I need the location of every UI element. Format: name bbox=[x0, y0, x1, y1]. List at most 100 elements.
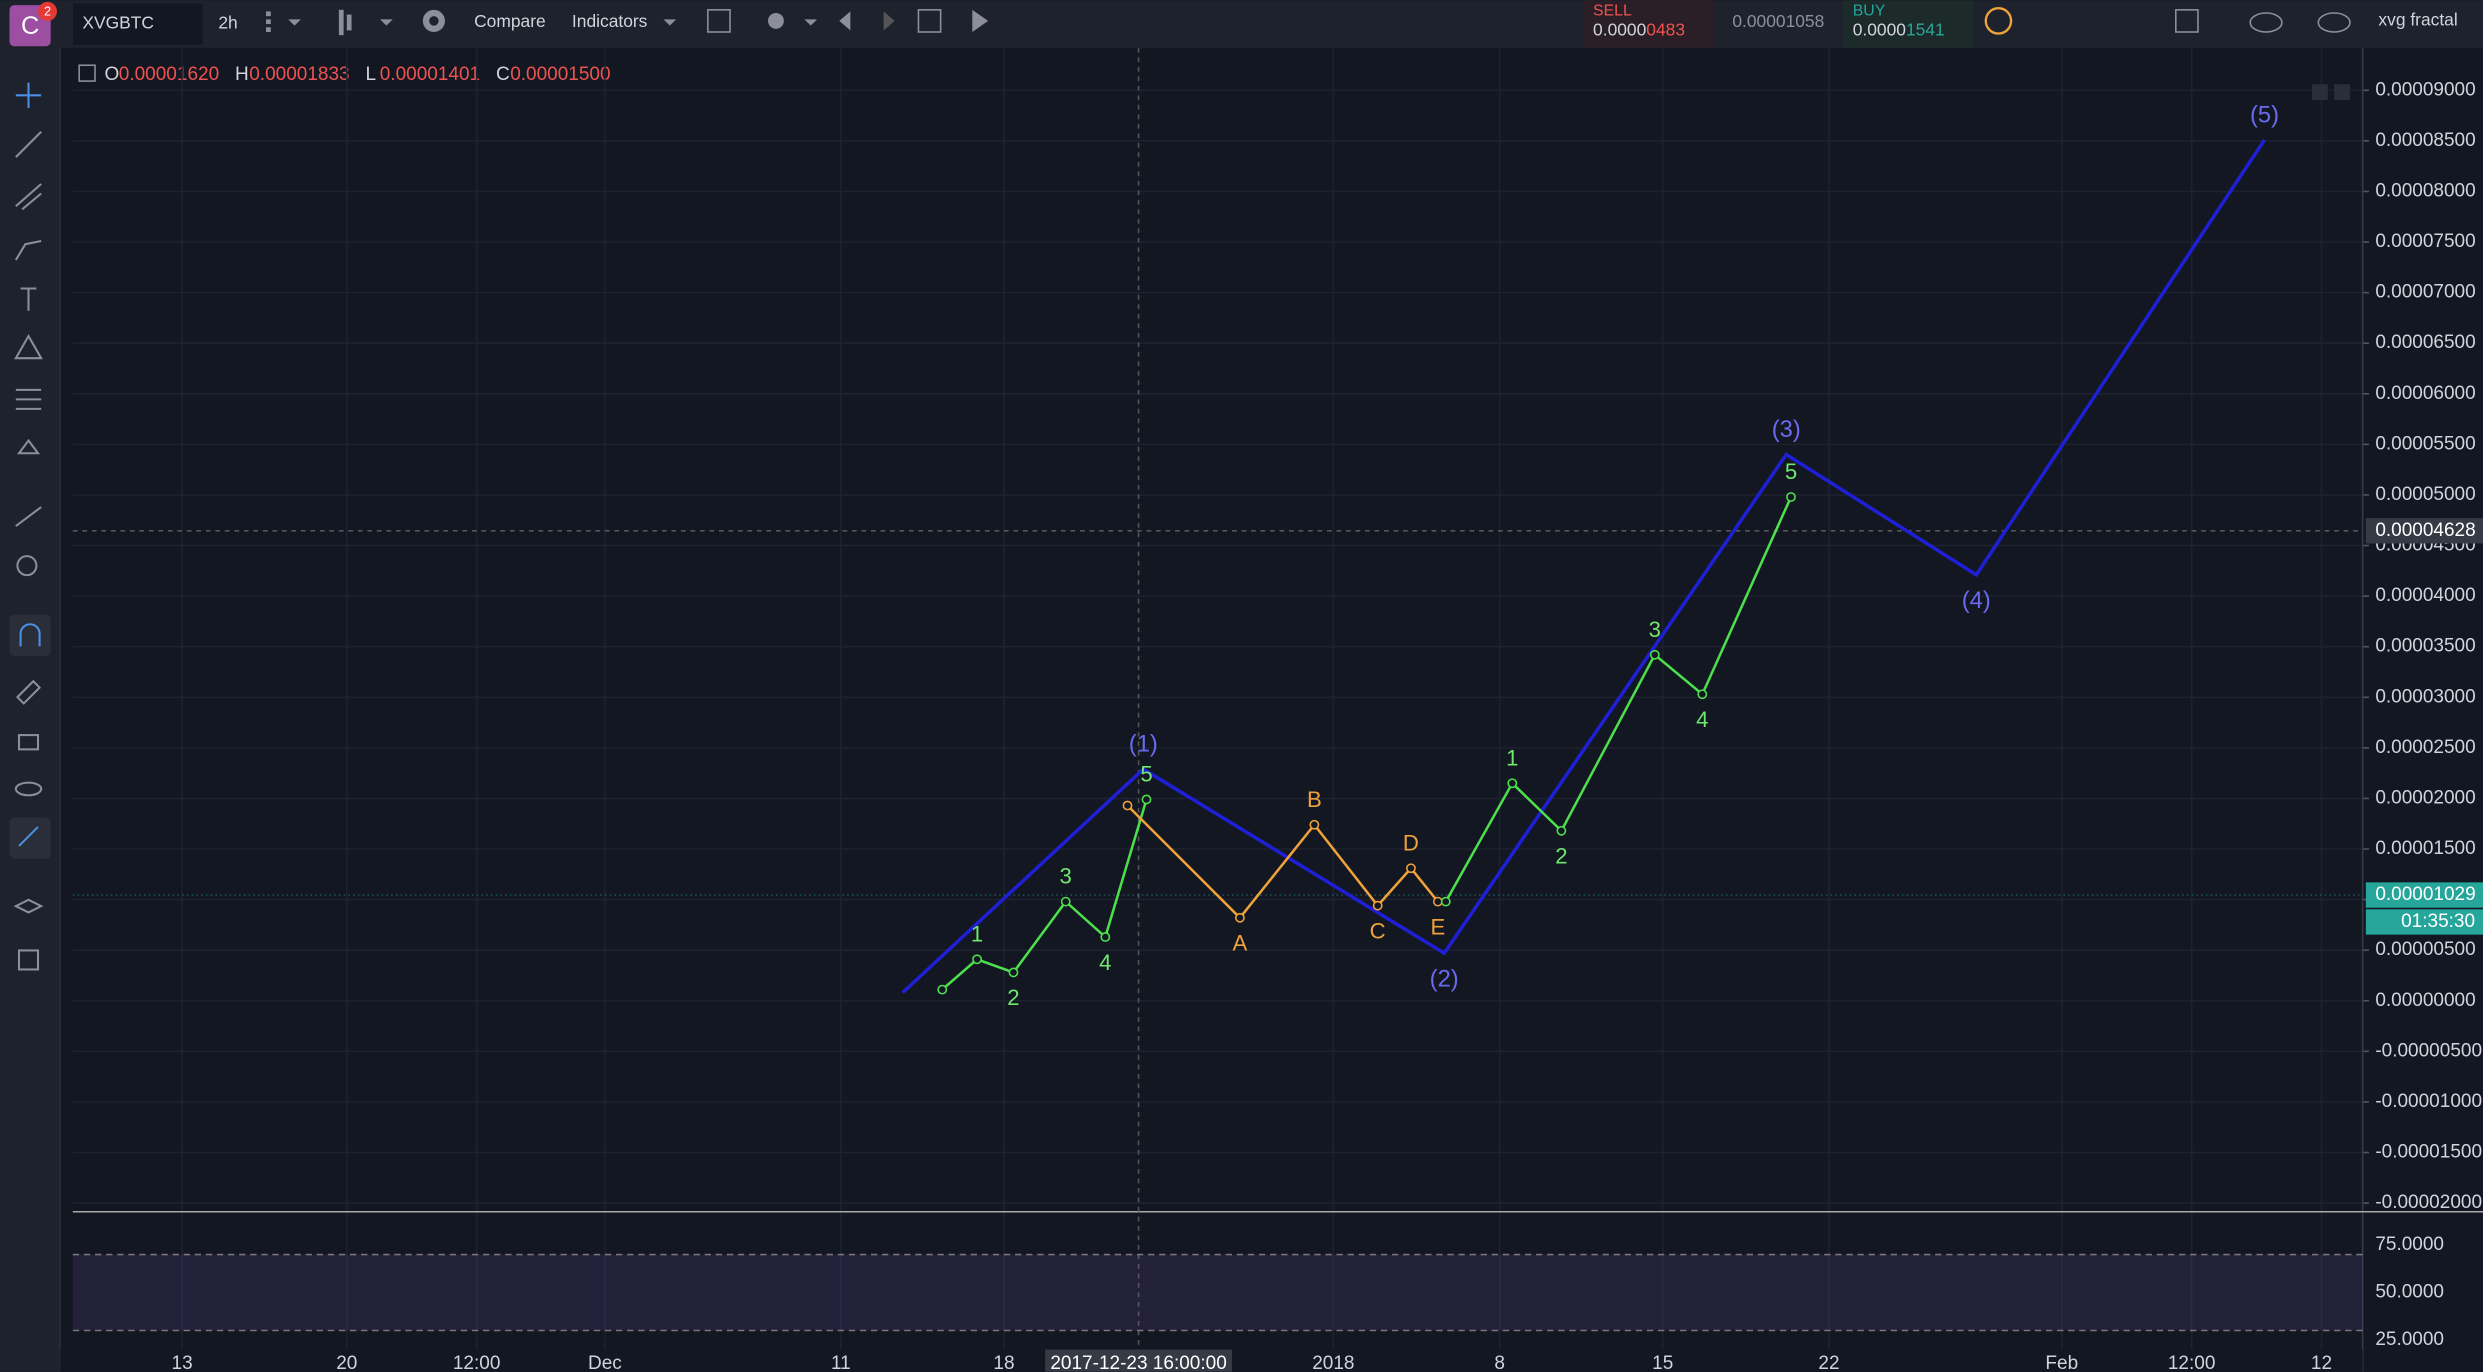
badge-text: 2 bbox=[44, 5, 51, 19]
rsi-tick-label: 50.0000 bbox=[2375, 1282, 2444, 1303]
x-tick-label: 13 bbox=[172, 1353, 193, 1372]
buy-price-pip: 1541 bbox=[1906, 19, 1945, 39]
wave-line bbox=[941, 799, 1148, 991]
wave-point bbox=[1060, 896, 1071, 907]
sell-box[interactable] bbox=[1583, 0, 1714, 48]
legend-value: 0.00001500 bbox=[510, 64, 610, 85]
crosshair-price: 0.00004628 bbox=[2375, 520, 2475, 541]
wave-label: 4 bbox=[1099, 950, 1111, 975]
drawing-tools[interactable] bbox=[9, 82, 51, 971]
sell-price-main: 0.0000 bbox=[1593, 19, 1646, 39]
x-tick-label: 2018 bbox=[1312, 1353, 1354, 1372]
crosshair-time-tag bbox=[1045, 1349, 1232, 1372]
last-price: 0.00001029 bbox=[2375, 884, 2475, 905]
y-tick-label: 0.00008500 bbox=[2375, 130, 2475, 151]
wave-label: 3 bbox=[1649, 617, 1661, 642]
y-tick-label: 0.00000000 bbox=[2375, 990, 2475, 1011]
y-tick-label: 0.00005500 bbox=[2375, 433, 2475, 454]
sell-label: SELL bbox=[1593, 3, 1632, 20]
rsi-band bbox=[72, 1254, 2363, 1331]
y-tick-label: 0.00003000 bbox=[2375, 686, 2475, 707]
layout-icon[interactable] bbox=[2175, 9, 2199, 33]
wave-label: C bbox=[1370, 918, 1386, 943]
countdown: 01:35:30 bbox=[2401, 911, 2475, 932]
x-tick-label: 8 bbox=[1494, 1353, 1505, 1372]
y-tick-label: 0.00002500 bbox=[2375, 737, 2475, 758]
y-tick-label: 0.00003500 bbox=[2375, 636, 2475, 657]
y-tick-label: 0.00007500 bbox=[2375, 231, 2475, 252]
wave-point bbox=[937, 984, 948, 995]
badge bbox=[38, 1, 58, 21]
ohlc-legend: O 0.00001620 H 0.00001833 L 0.00001401 C 0.0000… bbox=[105, 64, 611, 85]
y-tick-label: 0.00006500 bbox=[2375, 332, 2475, 353]
compare-button[interactable]: Compare bbox=[474, 11, 546, 31]
symbol-box[interactable] bbox=[72, 3, 203, 45]
legend-key: C bbox=[496, 64, 510, 85]
wave-label: 4 bbox=[1696, 707, 1708, 732]
wave-point bbox=[1507, 778, 1518, 789]
buy-label: BUY bbox=[1853, 3, 1886, 20]
pane-button[interactable] bbox=[2334, 84, 2350, 101]
x-tick-label: 11 bbox=[831, 1353, 851, 1372]
wave-label: 5 bbox=[1140, 762, 1152, 787]
x-tick-label: 15 bbox=[1652, 1353, 1673, 1372]
wave-point bbox=[1372, 900, 1383, 911]
y-tick-label: 0.00002000 bbox=[2375, 787, 2475, 808]
wave-label: (1) bbox=[1129, 731, 1158, 758]
y-tick-label: -0.00000500 bbox=[2375, 1040, 2482, 1061]
y-tick-label: 0.00007000 bbox=[2375, 282, 2475, 303]
wave-label: 1 bbox=[971, 921, 983, 946]
wave-point bbox=[1697, 689, 1708, 700]
wave-point bbox=[1432, 896, 1443, 907]
price-chart: 0.00009000 0.00008500 0.00008000 0.00007500… bbox=[60, 47, 2483, 1372]
wave-point bbox=[1122, 800, 1133, 811]
wave-label: (3) bbox=[1772, 416, 1801, 443]
legend-key: O bbox=[105, 64, 120, 85]
y-tick-label: 0.00008000 bbox=[2375, 180, 2475, 201]
rsi-tick-label: 75.0000 bbox=[2375, 1234, 2444, 1255]
spread: 0.00001058 bbox=[1732, 11, 1824, 31]
legend-toggle[interactable] bbox=[78, 64, 96, 82]
x-tick-label: 12 bbox=[2311, 1353, 2332, 1372]
y-tick-label: 0.00004000 bbox=[2375, 585, 2475, 606]
y-tick-label: 0.00001500 bbox=[2375, 838, 2475, 859]
wave-label: 3 bbox=[1060, 864, 1072, 889]
y-tick-label: 0.00009000 bbox=[2375, 79, 2475, 100]
x-tick-label: Dec bbox=[588, 1353, 622, 1372]
indicators-button[interactable]: Indicators bbox=[572, 11, 648, 31]
wave-point bbox=[1008, 967, 1019, 978]
y-tick-label: -0.00002000 bbox=[2375, 1192, 2482, 1213]
layout-name[interactable]: xvg fractal bbox=[2378, 10, 2457, 30]
wave-label: D bbox=[1403, 830, 1419, 855]
wave-point bbox=[1235, 912, 1245, 923]
wave-line bbox=[1126, 804, 1439, 920]
toolbar-icons bbox=[266, 9, 989, 36]
pane-button[interactable] bbox=[2311, 84, 2328, 101]
wave-point bbox=[972, 954, 982, 965]
wave-label: 2 bbox=[1007, 985, 1019, 1010]
x-tick-label: 12:00 bbox=[453, 1353, 501, 1372]
wave-point bbox=[1440, 896, 1451, 907]
interval[interactable]: 2h bbox=[218, 13, 237, 33]
wave-point bbox=[1786, 492, 1796, 502]
symbol[interactable]: XVGBTC bbox=[82, 13, 154, 33]
legend-value: 0.00001401 bbox=[380, 64, 480, 85]
sell-price: 0.00000483 bbox=[1593, 19, 1685, 39]
wave-point bbox=[1406, 863, 1416, 874]
x-tick-label: Feb bbox=[2045, 1353, 2078, 1372]
x-tick-label: 20 bbox=[336, 1353, 357, 1372]
cloud-save[interactable] bbox=[2317, 12, 2351, 33]
buy-price: 0.00001541 bbox=[1853, 19, 1945, 39]
logo-text: C bbox=[21, 12, 39, 40]
wave-line bbox=[1444, 496, 1793, 903]
buy-box[interactable] bbox=[1843, 0, 1974, 48]
wave-label: (5) bbox=[2250, 101, 2279, 128]
wave-point bbox=[1309, 819, 1320, 830]
cloud-load[interactable] bbox=[2249, 12, 2283, 33]
x-tick-label: 12:00 bbox=[2168, 1353, 2216, 1372]
countdown-tag bbox=[2365, 909, 2483, 935]
info-icon[interactable] bbox=[1984, 7, 2013, 35]
wave-label: (4) bbox=[1962, 587, 1991, 614]
